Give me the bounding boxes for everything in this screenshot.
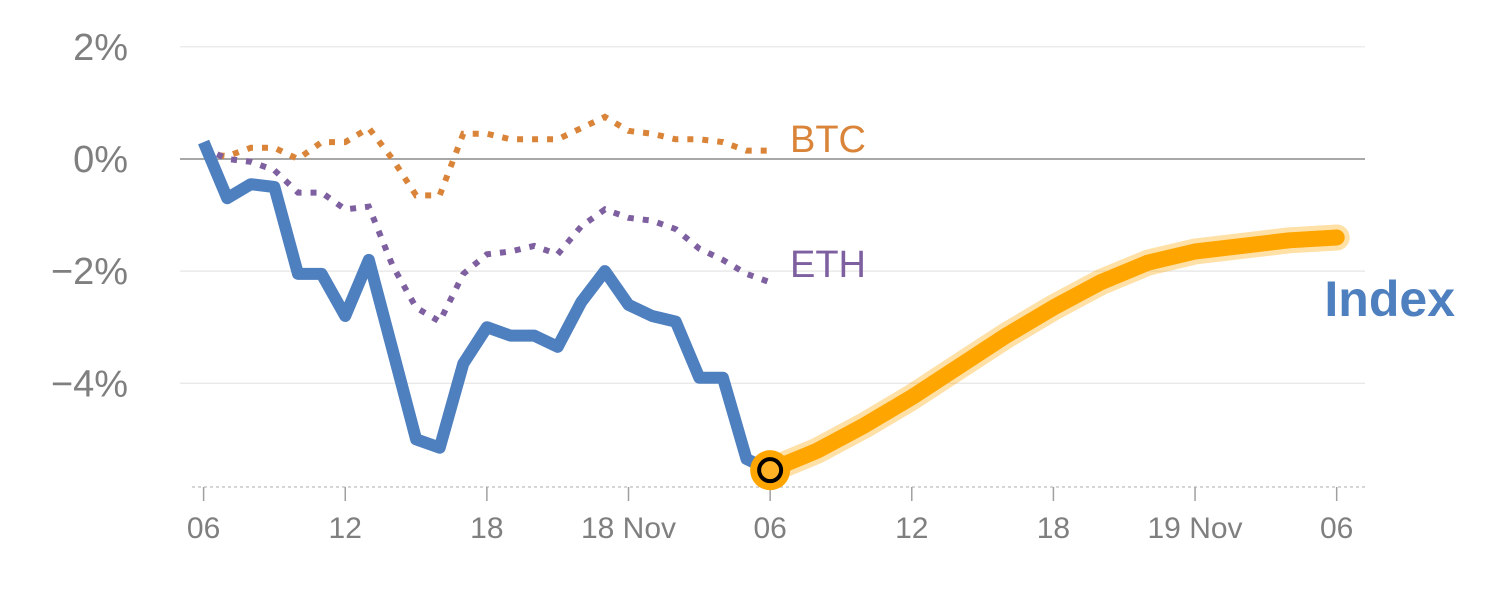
y-tick-label: −2% (51, 251, 128, 293)
y-tick-label: −4% (51, 363, 128, 405)
x-tick-label: 06 (1320, 512, 1353, 545)
eth-line (202, 145, 772, 326)
x-tick-label: 19 Nov (1148, 512, 1243, 545)
forecast-start-marker (757, 457, 784, 484)
x-tick-label: 12 (329, 512, 362, 545)
btc-line (203, 113, 771, 199)
x-tick-label: 12 (895, 512, 928, 545)
x-tick-label: 06 (753, 512, 786, 545)
x-tick-label: 18 (1037, 512, 1070, 545)
axes: 2% 0% −2% −4% 06 12 18 18 Nov 06 12 18 19 Nov 06 (51, 27, 1365, 545)
x-tick-label: 18 Nov (581, 512, 676, 545)
y-tick-label: 2% (73, 27, 128, 69)
y-tick-label: 0% (73, 139, 128, 181)
btc-label: BTC (790, 119, 866, 161)
eth-label: ETH (790, 244, 866, 286)
series-labels: BTC ETH Index (790, 119, 1455, 327)
series (198, 113, 1350, 491)
gridlines (180, 46, 1365, 384)
forecast-start-marker-halo (750, 450, 791, 491)
forecast-line (762, 229, 1345, 479)
index-line (198, 139, 773, 476)
x-tick-label: 06 (187, 512, 220, 545)
x-tick-label: 18 (470, 512, 503, 545)
index-label: Index (1324, 271, 1455, 327)
